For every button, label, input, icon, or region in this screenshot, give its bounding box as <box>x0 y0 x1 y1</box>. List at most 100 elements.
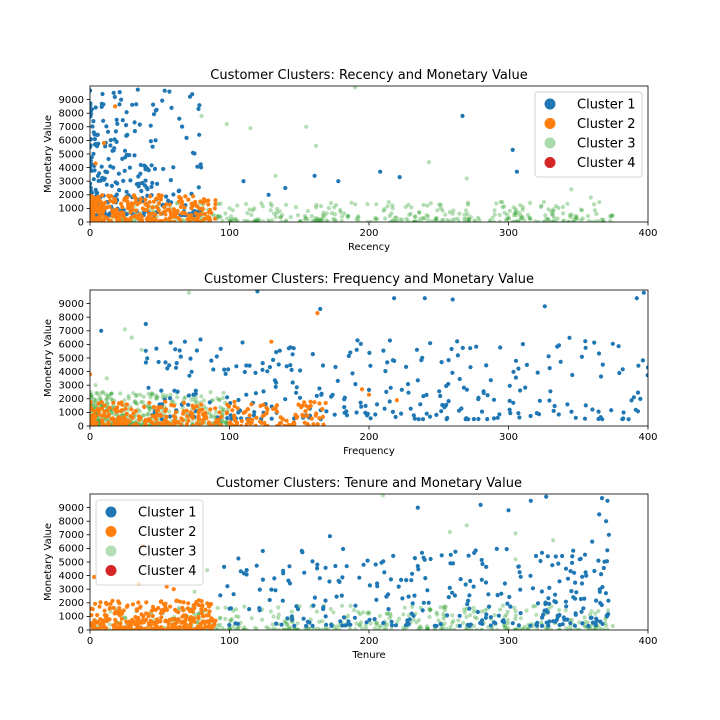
data-point <box>287 627 292 630</box>
data-point <box>182 339 187 344</box>
data-point <box>549 212 555 217</box>
data-point <box>133 399 138 404</box>
data-point <box>517 211 522 216</box>
data-point <box>212 216 218 221</box>
data-point <box>303 215 308 221</box>
data-point <box>269 203 274 208</box>
data-point <box>374 402 380 407</box>
data-point <box>539 620 544 625</box>
data-point <box>355 338 360 343</box>
data-point <box>320 414 326 419</box>
data-point <box>312 218 317 222</box>
data-point <box>516 564 521 569</box>
data-point <box>283 620 288 625</box>
data-point <box>629 398 634 403</box>
data-point <box>105 129 111 134</box>
data-point <box>463 208 469 213</box>
data-point <box>102 608 107 613</box>
data-point <box>278 215 284 220</box>
data-point <box>258 403 263 408</box>
data-point <box>218 615 223 621</box>
data-point <box>109 396 114 401</box>
data-point <box>434 610 439 615</box>
data-point <box>224 122 229 127</box>
data-point <box>344 413 350 418</box>
y-tick-label: 4000 <box>59 367 84 378</box>
data-point <box>104 619 109 624</box>
data-point <box>126 393 131 399</box>
data-point <box>506 216 511 221</box>
data-point <box>129 335 134 340</box>
data-point <box>117 601 122 606</box>
data-point <box>248 421 253 426</box>
data-point <box>497 219 502 222</box>
data-point <box>440 626 446 630</box>
data-point <box>128 627 133 630</box>
data-point <box>168 604 173 609</box>
data-point <box>367 611 372 616</box>
legend-label: Cluster 3 <box>577 137 636 152</box>
data-point <box>314 202 319 208</box>
data-point <box>317 217 322 222</box>
data-point <box>147 405 152 410</box>
data-point <box>366 610 371 615</box>
data-point <box>215 214 220 219</box>
data-point <box>225 584 230 589</box>
data-point <box>434 412 439 417</box>
data-point <box>579 581 585 586</box>
data-point <box>272 378 277 383</box>
data-point <box>171 423 176 426</box>
data-point <box>95 190 100 196</box>
data-point <box>426 600 431 605</box>
data-point <box>93 198 98 203</box>
data-point <box>95 391 100 396</box>
data-point <box>197 103 202 108</box>
data-point <box>497 607 503 612</box>
data-point <box>448 561 453 566</box>
data-point <box>288 215 293 220</box>
data-point <box>356 609 361 615</box>
data-point <box>280 212 285 218</box>
data-point <box>122 398 127 403</box>
data-point <box>234 364 239 369</box>
data-point <box>321 605 326 610</box>
data-point <box>294 385 299 390</box>
data-point <box>520 205 525 210</box>
data-point <box>223 605 228 610</box>
data-point <box>119 616 124 622</box>
data-point <box>527 216 532 221</box>
data-point <box>298 219 303 222</box>
data-point <box>179 199 185 204</box>
data-point <box>146 404 151 409</box>
data-point <box>462 610 467 615</box>
data-point <box>510 621 515 626</box>
data-point <box>138 196 143 201</box>
data-point <box>183 395 188 400</box>
data-point <box>181 400 187 406</box>
data-point <box>393 623 399 628</box>
data-point <box>560 204 566 210</box>
data-point <box>220 419 225 424</box>
x-tick-label: 200 <box>359 636 378 647</box>
data-point <box>605 498 610 503</box>
data-point <box>375 620 380 626</box>
data-point <box>90 392 94 398</box>
data-point <box>216 418 221 423</box>
data-point <box>467 593 472 598</box>
data-point <box>90 124 95 129</box>
y-tick-label: 0 <box>78 217 84 228</box>
data-point <box>231 624 236 630</box>
data-point <box>112 417 117 422</box>
data-point <box>354 216 359 222</box>
data-point <box>602 627 607 630</box>
data-point <box>556 627 561 630</box>
data-point <box>570 219 575 222</box>
data-point <box>306 423 311 426</box>
data-point <box>482 608 488 613</box>
data-point <box>217 397 222 402</box>
data-point <box>282 423 287 426</box>
data-point <box>185 414 190 419</box>
data-point <box>457 211 462 216</box>
data-point <box>91 397 96 402</box>
data-point <box>452 627 457 630</box>
